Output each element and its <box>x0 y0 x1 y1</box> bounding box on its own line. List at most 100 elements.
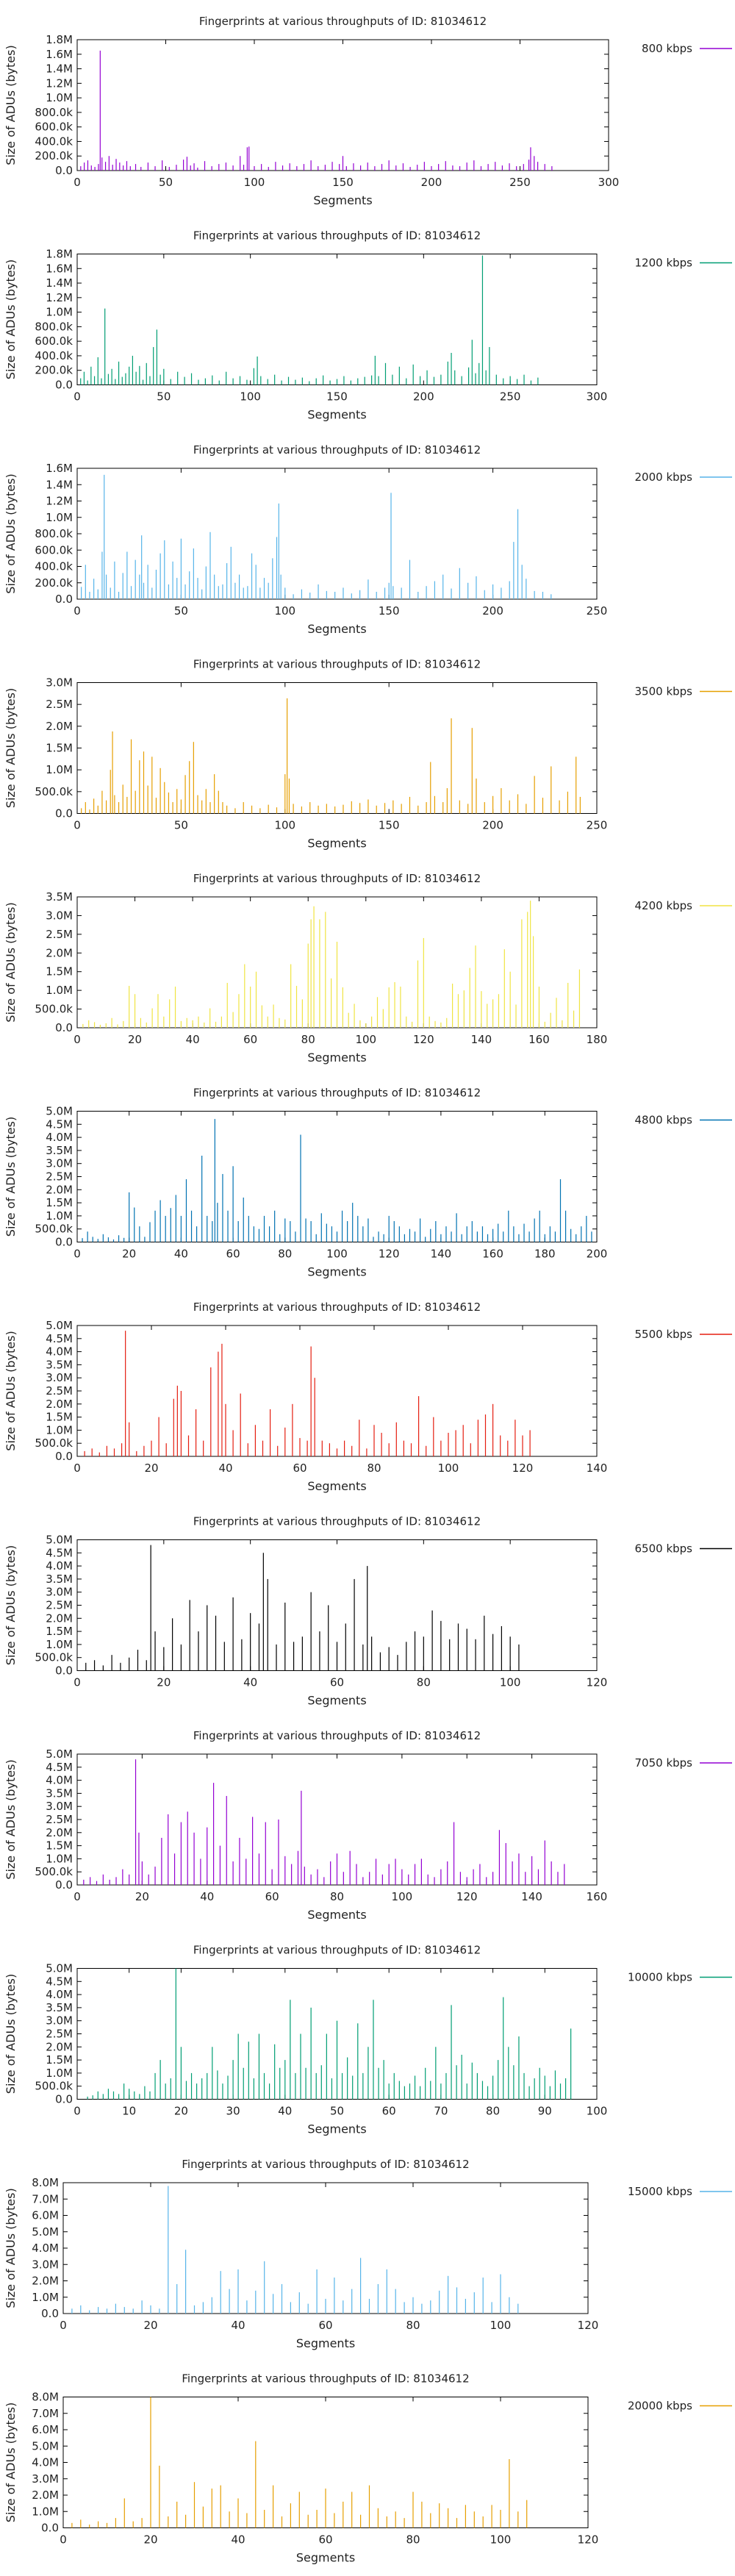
x-tick-label: 0 <box>74 1461 81 1475</box>
y-tick-label: 3.0M <box>32 2472 59 2486</box>
y-tick-label: 3.0M <box>46 676 73 690</box>
x-tick-label: 60 <box>293 1461 306 1475</box>
x-tick-label: 100 <box>490 2533 512 2547</box>
y-tick-label: 3.0M <box>46 2014 73 2028</box>
y-tick-label: 1.0M <box>46 91 73 104</box>
chart-panel-7: Fingerprints at various throughputs of I… <box>4 1300 732 1493</box>
x-tick-label: 120 <box>578 2319 599 2332</box>
y-tick-label: 3.0M <box>46 1800 73 1813</box>
y-tick-label: 7.0M <box>32 2407 59 2420</box>
x-tick-label: 150 <box>379 819 400 832</box>
x-tick-label: 100 <box>240 390 261 404</box>
x-tick-label: 150 <box>332 176 354 189</box>
x-axis-label: Segments <box>307 1265 366 1279</box>
x-tick-label: 0 <box>60 2533 67 2547</box>
x-tick-label: 40 <box>186 1033 200 1046</box>
x-tick-label: 250 <box>500 390 521 404</box>
x-tick-label: 20 <box>143 2319 157 2332</box>
x-axis-label: Segments <box>296 2551 355 2565</box>
x-tick-label: 100 <box>392 1890 413 1903</box>
y-tick-label: 2.0M <box>46 946 73 959</box>
y-tick-label: 2.0M <box>46 1398 73 1411</box>
x-axis-label: Segments <box>307 1908 366 1922</box>
x-tick-label: 180 <box>534 1248 556 1261</box>
y-tick-label: 6.0M <box>32 2423 59 2436</box>
x-tick-label: 60 <box>318 2319 332 2332</box>
y-tick-label: 1.0M <box>46 306 73 319</box>
y-tick-label: 2.0M <box>46 720 73 733</box>
y-tick-label: 3.5M <box>46 1573 73 1586</box>
y-tick-label: 1.4M <box>46 62 73 76</box>
x-tick-label: 120 <box>512 1461 534 1475</box>
y-tick-label: 3.5M <box>46 2001 73 2014</box>
x-tick-label: 30 <box>226 2105 240 2118</box>
y-tick-label: 3.0M <box>46 1586 73 1599</box>
legend-label: 20000 kbps <box>628 2400 692 2413</box>
legend-label: 4800 kbps <box>635 1114 693 1127</box>
y-tick-label: 4.0M <box>46 1131 73 1144</box>
x-tick-label: 0 <box>74 604 81 618</box>
chart-panel-11: Fingerprints at various throughputs of I… <box>4 2158 732 2350</box>
x-tick-label: 200 <box>587 1248 608 1261</box>
x-tick-label: 20 <box>143 2533 157 2547</box>
x-tick-label: 200 <box>421 176 442 189</box>
y-tick-label: 2.5M <box>46 698 73 711</box>
chart-panel-9: Fingerprints at various throughputs of I… <box>4 1729 732 1922</box>
y-tick-label: 7.0M <box>32 2192 59 2205</box>
x-tick-label: 80 <box>278 1248 292 1261</box>
plot-frame <box>76 254 598 385</box>
y-tick-label: 0.0 <box>55 1236 73 1249</box>
chart-panel-6: Fingerprints at various throughputs of I… <box>4 1087 732 1279</box>
x-tick-label: 100 <box>500 1676 521 1689</box>
x-tick-label: 140 <box>431 1248 452 1261</box>
x-tick-label: 60 <box>243 1033 257 1046</box>
y-axis-label: Size of ADUs (bytes) <box>4 1331 18 1450</box>
y-tick-label: 1.5M <box>46 1625 73 1638</box>
y-tick-label: 8.0M <box>32 2391 59 2404</box>
y-tick-label: 2.0M <box>32 2275 59 2288</box>
plot-frame <box>62 2182 589 2314</box>
x-tick-label: 80 <box>330 1890 344 1903</box>
y-tick-label: 5.0M <box>46 1534 73 1547</box>
y-tick-label: 2.5M <box>46 1170 73 1184</box>
x-tick-label: 80 <box>367 1461 381 1475</box>
y-tick-label: 1.2M <box>46 291 73 304</box>
y-tick-label: 2.5M <box>46 2028 73 2041</box>
x-tick-label: 50 <box>330 2105 344 2118</box>
y-tick-label: 600.0k <box>35 121 73 134</box>
y-tick-label: 1.5M <box>46 742 73 755</box>
x-tick-label: 80 <box>486 2105 500 2118</box>
y-tick-label: 0.0 <box>55 1878 73 1892</box>
x-tick-label: 80 <box>417 1676 431 1689</box>
x-tick-label: 150 <box>379 604 400 618</box>
x-tick-label: 100 <box>355 1033 376 1046</box>
y-tick-label: 1.4M <box>46 276 73 290</box>
y-tick-label: 500.0k <box>35 1865 73 1878</box>
x-tick-label: 40 <box>218 1461 232 1475</box>
legend-label: 1200 kbps <box>635 257 693 270</box>
y-tick-label: 3.0M <box>46 1157 73 1170</box>
y-axis-label: Size of ADUs (bytes) <box>4 1759 18 1879</box>
y-tick-label: 4.5M <box>46 1761 73 1774</box>
y-tick-label: 0.0 <box>55 2093 73 2106</box>
x-axis-label: Segments <box>296 2336 355 2350</box>
y-tick-label: 200.0k <box>35 364 73 377</box>
x-tick-label: 40 <box>243 1676 257 1689</box>
x-tick-label: 0 <box>74 819 81 832</box>
x-axis-label: Segments <box>313 193 372 207</box>
y-tick-label: 800.0k <box>35 106 73 119</box>
y-axis-label: Size of ADUs (bytes) <box>4 1117 18 1237</box>
y-tick-label: 0.0 <box>55 164 73 177</box>
y-tick-label: 1.5M <box>46 2053 73 2067</box>
chart-title: Fingerprints at various throughputs of I… <box>193 1087 481 1100</box>
chart-title: Fingerprints at various throughputs of I… <box>182 2158 469 2171</box>
y-tick-label: 1.8M <box>46 248 73 261</box>
y-tick-label: 1.4M <box>46 478 73 491</box>
x-tick-label: 0 <box>60 2319 67 2332</box>
y-tick-label: 1.2M <box>46 495 73 508</box>
y-tick-label: 2.0M <box>46 1183 73 1196</box>
y-tick-label: 600.0k <box>35 543 73 557</box>
x-tick-label: 20 <box>144 1461 158 1475</box>
x-tick-label: 250 <box>509 176 531 189</box>
y-tick-label: 1.5M <box>46 1196 73 1209</box>
